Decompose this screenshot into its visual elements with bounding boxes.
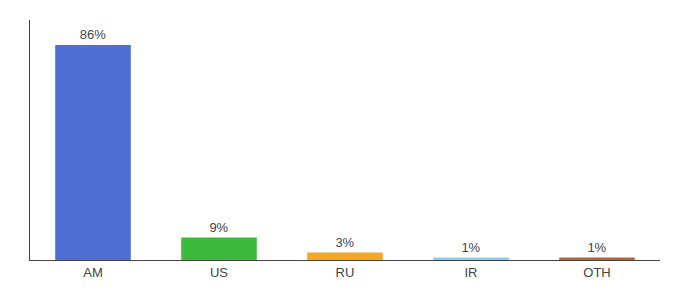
svg-text:RU: RU [336, 265, 355, 280]
svg-text:IR: IR [465, 265, 478, 280]
svg-text:AM: AM [83, 265, 103, 280]
svg-text:US: US [210, 265, 228, 280]
svg-text:9%: 9% [209, 220, 228, 235]
svg-text:3%: 3% [335, 235, 354, 250]
svg-text:1%: 1% [587, 240, 606, 255]
svg-text:OTH: OTH [583, 265, 610, 280]
svg-text:86%: 86% [80, 27, 106, 42]
svg-text:1%: 1% [461, 240, 480, 255]
